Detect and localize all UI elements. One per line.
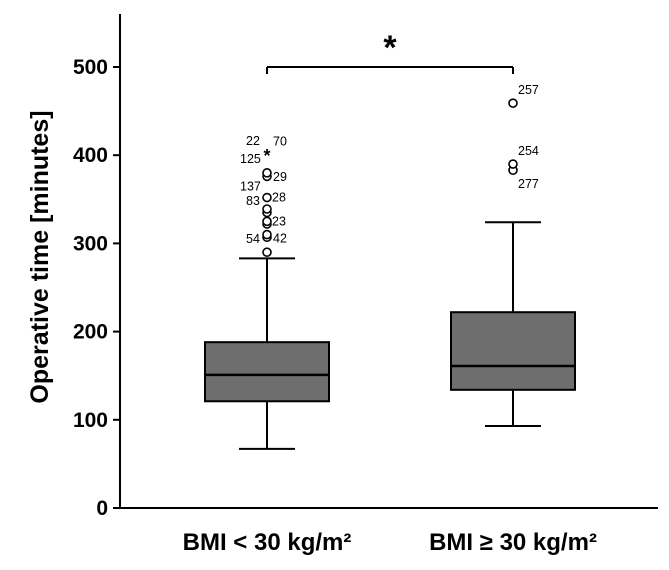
iqr-box xyxy=(204,341,330,403)
y-tick-label: 300 xyxy=(73,232,108,255)
outlier-point xyxy=(508,159,518,169)
y-tick-label: 0 xyxy=(96,497,108,520)
outlier-point xyxy=(262,192,272,203)
outlier-case-label: 125 xyxy=(240,152,261,166)
y-tick-label: 200 xyxy=(73,321,108,344)
iqr-box xyxy=(450,311,576,391)
outlier-case-label: 23 xyxy=(272,214,286,228)
outlier-point xyxy=(262,168,272,178)
outlier-point xyxy=(262,229,272,240)
y-tick-label: 400 xyxy=(73,144,108,167)
extreme-outlier-marker: * xyxy=(263,146,270,166)
outlier-case-label: 257 xyxy=(518,83,539,97)
outlier-case-label: 22 xyxy=(246,134,260,148)
y-tick-label: 100 xyxy=(73,409,108,432)
outlier-case-label: 277 xyxy=(518,177,539,191)
outlier-point xyxy=(262,247,272,258)
y-tick-label: 500 xyxy=(73,56,108,79)
outlier-case-label: 70 xyxy=(273,134,287,148)
outlier-case-label: 254 xyxy=(518,144,539,158)
outlier-point xyxy=(508,98,518,108)
outlier-case-label: 137 xyxy=(240,179,261,193)
outlier-case-label: 42 xyxy=(273,232,287,246)
y-axis-title: Operative time [minutes] xyxy=(26,110,54,403)
x-category-label: BMI < 30 kg/m² xyxy=(183,529,352,556)
significance-marker: * xyxy=(383,29,397,67)
outlier-point xyxy=(262,216,272,227)
outlier-case-label: 54 xyxy=(246,232,260,246)
x-category-label: BMI ≥ 30 kg/m² xyxy=(429,529,597,556)
outlier-point xyxy=(262,204,272,214)
outlier-case-label: 83 xyxy=(246,194,260,208)
outlier-case-label: 28 xyxy=(272,191,286,205)
outlier-case-label: 29 xyxy=(273,170,287,184)
